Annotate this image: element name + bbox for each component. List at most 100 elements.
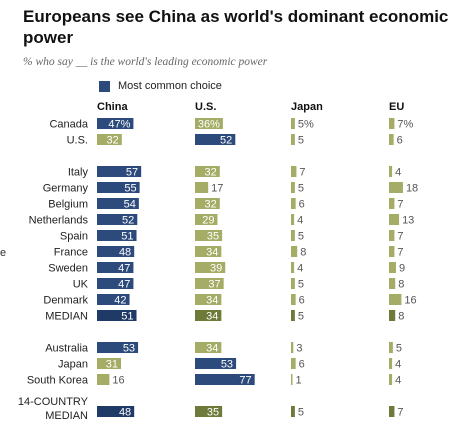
data-label: 32	[205, 199, 217, 211]
bar	[291, 262, 295, 273]
data-label: 17	[211, 183, 223, 195]
row-label: Japan	[58, 359, 88, 371]
row-label: UK	[73, 279, 89, 291]
data-label: 54	[124, 199, 136, 211]
row-label: Netherlands	[29, 215, 89, 227]
data-label: 53	[221, 359, 233, 371]
data-label: 9	[399, 263, 405, 275]
bar	[97, 230, 137, 241]
chart-subtitle: % who say __ is the world's leading econ…	[23, 56, 268, 68]
data-label: 47	[118, 263, 130, 275]
data-label: 52	[220, 135, 232, 147]
bar	[195, 342, 222, 353]
row-label: Australia	[45, 343, 89, 355]
bar	[195, 262, 226, 273]
bar	[291, 294, 296, 305]
chart-title: Europeans see China as world's dominant …	[23, 7, 449, 47]
bar	[195, 182, 209, 193]
data-label: 8	[300, 247, 306, 259]
data-label: 7	[299, 167, 305, 179]
data-label: 6	[299, 199, 305, 211]
data-label: 47	[118, 279, 130, 291]
bar	[97, 278, 134, 289]
bar	[97, 342, 139, 353]
data-label: 47%	[108, 119, 130, 131]
row-label: South Korea	[27, 375, 89, 387]
data-label: 8	[398, 279, 404, 291]
data-label: 5%	[298, 119, 314, 131]
bar	[389, 166, 393, 177]
bar	[291, 358, 296, 369]
column-header: China	[97, 101, 128, 113]
bar	[291, 230, 295, 241]
data-label: 4	[395, 359, 401, 371]
bar	[195, 358, 237, 369]
data-label: 29	[202, 215, 214, 227]
bar	[389, 310, 396, 321]
data-label: 6	[299, 295, 305, 307]
bar	[195, 310, 222, 321]
bar	[97, 294, 130, 305]
bar	[389, 294, 402, 305]
bar	[291, 374, 293, 385]
data-label: 31	[106, 359, 118, 371]
bar	[97, 118, 134, 129]
bar	[389, 358, 393, 369]
data-label: 5	[298, 311, 304, 323]
bar	[195, 374, 255, 385]
data-label: 4	[297, 215, 303, 227]
data-label: 7	[397, 199, 403, 211]
bar	[291, 406, 295, 417]
legend-swatch	[99, 80, 110, 92]
bar	[195, 246, 222, 257]
row-label: 14-COUNTRY	[18, 396, 89, 408]
data-label: 34	[206, 247, 218, 259]
data-label: 34	[206, 295, 218, 307]
legend-label: Most common choice	[118, 80, 222, 92]
bar	[97, 246, 135, 257]
bar	[291, 246, 298, 257]
data-label: 57	[126, 167, 138, 179]
row-label: Spain	[60, 231, 88, 243]
data-label: 39	[210, 263, 222, 275]
bar	[291, 198, 296, 209]
bar	[291, 342, 294, 353]
row-label: France	[54, 247, 88, 259]
bar	[389, 198, 395, 209]
bar	[291, 214, 295, 225]
data-label: 5	[298, 231, 304, 243]
bar	[195, 278, 224, 289]
data-label: 8	[398, 311, 404, 323]
data-label: 3	[296, 343, 302, 355]
data-label: 52	[122, 215, 134, 227]
bar	[291, 118, 295, 129]
bar	[389, 406, 395, 417]
data-label: 5	[298, 135, 304, 147]
bar	[97, 310, 137, 321]
bar	[389, 182, 403, 193]
bar	[97, 358, 122, 369]
data-label: 4	[297, 263, 303, 275]
bar	[97, 406, 135, 417]
bar	[195, 294, 222, 305]
bar	[97, 134, 122, 145]
data-label: 5	[298, 407, 304, 419]
data-label: 34	[206, 311, 218, 323]
data-label: 42	[114, 295, 126, 307]
bar	[97, 182, 140, 193]
column-header: U.S.	[195, 101, 216, 113]
data-label: 1	[296, 375, 302, 387]
data-label: 18	[406, 183, 418, 195]
data-label: 13	[402, 215, 414, 227]
bar	[291, 134, 295, 145]
bar	[291, 182, 295, 193]
data-label: 7%	[397, 119, 413, 131]
data-label: 36%	[198, 119, 220, 131]
row-label: Denmark	[43, 295, 88, 307]
bar	[389, 230, 395, 241]
row-label: U.S.	[67, 135, 88, 147]
bar	[97, 198, 139, 209]
data-label: 37	[208, 279, 220, 291]
data-label: 32	[107, 135, 119, 147]
bar	[389, 214, 400, 225]
